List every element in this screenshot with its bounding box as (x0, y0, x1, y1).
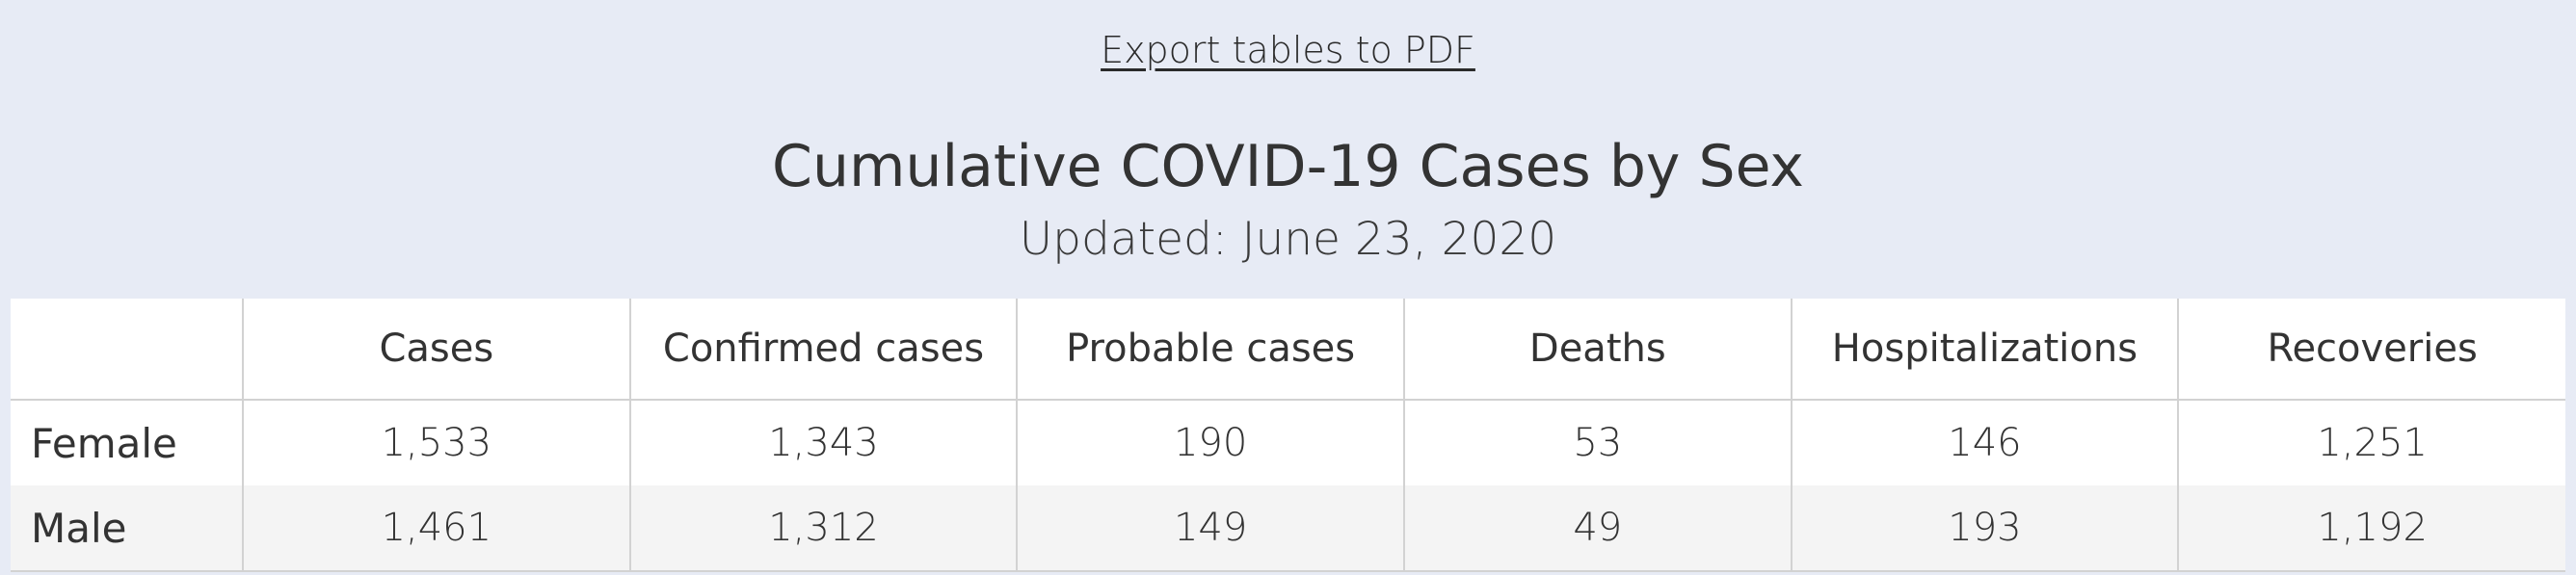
table-cell: 49 (1402, 485, 1792, 572)
row-label: Male (11, 485, 243, 572)
table-cell: 193 (1790, 485, 2179, 572)
header-corner (11, 299, 243, 401)
table-cell: 1,251 (2177, 400, 2565, 485)
export-link-container: Export tables to PDF (0, 29, 2576, 71)
cases-by-sex-table: Cases Confirmed cases Probable cases Dea… (11, 299, 2565, 572)
column-header: Cases (242, 299, 630, 401)
table-cell: 190 (1016, 400, 1404, 485)
table-header-row: Cases Confirmed cases Probable cases Dea… (11, 299, 2565, 401)
updated-date: Updated: June 23, 2020 (1019, 213, 1557, 266)
row-label: Female (31, 419, 177, 467)
page-title: Cumulative COVID-19 Cases by Sex (772, 133, 1804, 200)
table-cell: 149 (1016, 485, 1404, 572)
table-cell: 146 (1790, 400, 2179, 485)
column-header: Confirmed cases (628, 299, 1018, 401)
export-tables-pdf-link[interactable]: Export tables to PDF (1101, 29, 1475, 71)
table-cell: 53 (1402, 400, 1792, 485)
column-header: Probable cases (1016, 299, 1404, 401)
table-cell: 1,192 (2177, 485, 2565, 572)
column-header: Hospitalizations (1790, 299, 2179, 401)
table-row: Female 1,533 1,343 190 53 146 1,251 (11, 400, 2565, 485)
column-header: Recoveries (2177, 299, 2565, 401)
table-cell: 1,343 (628, 400, 1018, 485)
table-cell: 1,533 (242, 400, 630, 485)
table-cell: 1,461 (242, 485, 630, 572)
table-row: Male 1,461 1,312 149 49 193 1,192 (11, 485, 2565, 572)
column-header: Deaths (1402, 299, 1792, 401)
table-cell: 1,312 (628, 485, 1018, 572)
